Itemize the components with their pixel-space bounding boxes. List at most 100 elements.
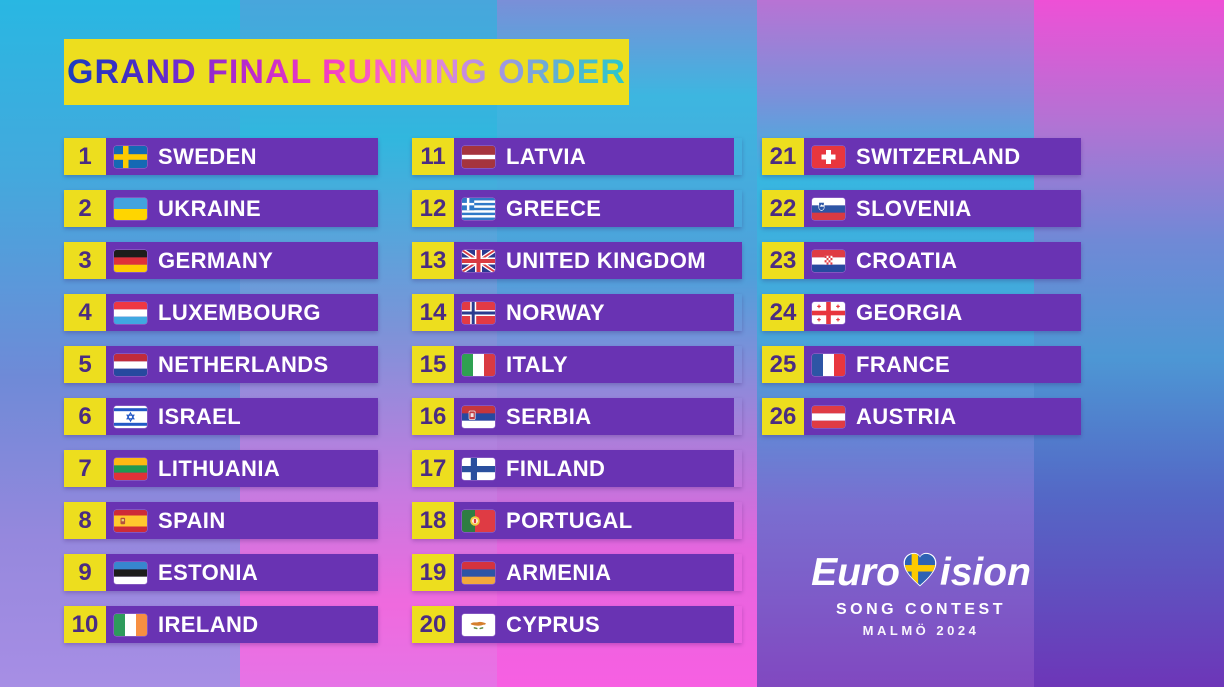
running-order-number: 9 (64, 554, 106, 591)
running-order-row: 24 GEORGIA (762, 294, 1081, 331)
flag-france-icon (812, 353, 845, 376)
running-order-row: 11 LATVIA (412, 138, 742, 175)
country-name: CYPRUS (506, 611, 601, 637)
running-order-number: 1 (64, 138, 106, 175)
swedish-flag-heart-icon (901, 551, 939, 596)
flag-switzerland-icon (812, 145, 845, 168)
running-order-number: 4 (64, 294, 106, 331)
country-bar: FINLAND (454, 450, 734, 487)
flag-italy-icon (462, 353, 495, 376)
running-order-number: 6 (64, 398, 106, 435)
running-order-number: 18 (412, 502, 454, 539)
country-name: ESTONIA (158, 559, 259, 585)
country-name: CROATIA (856, 247, 958, 273)
flag-cyprus-icon (462, 613, 495, 636)
flag-portugal-icon (462, 509, 495, 532)
flag-latvia-icon (462, 145, 495, 168)
country-bar: LATVIA (454, 138, 734, 175)
running-order-row: 26 AUSTRIA (762, 398, 1081, 435)
running-order-number: 22 (762, 190, 804, 227)
running-order-row: 22 SLOVENIA (762, 190, 1081, 227)
wordmark-right-text: ision (939, 551, 1031, 594)
bg-stripe-4 (757, 0, 1034, 687)
country-name: SWEDEN (158, 143, 257, 169)
running-order-column-2: 11 LATVIA 12 GREECE 13 UNITED KINGDOM 14… (412, 138, 742, 658)
running-order-row: 2 UKRAINE (64, 190, 378, 227)
country-bar: CROATIA (804, 242, 1081, 279)
country-name: NORWAY (506, 299, 605, 325)
country-name: SPAIN (158, 507, 226, 533)
country-bar: GEORGIA (804, 294, 1081, 331)
country-name: SERBIA (506, 403, 592, 429)
running-order-row: 19 ARMENIA (412, 554, 742, 591)
running-order-row: 6 ISRAEL (64, 398, 378, 435)
logo-song-contest-text: SONG CONTEST (835, 601, 1006, 618)
country-name: IRELAND (158, 611, 259, 637)
running-order-number: 25 (762, 346, 804, 383)
flag-ireland-icon (114, 613, 147, 636)
country-name: PORTUGAL (506, 507, 633, 533)
country-name: LATVIA (506, 143, 587, 169)
running-order-number: 7 (64, 450, 106, 487)
running-order-number: 11 (412, 138, 454, 175)
running-order-number: 8 (64, 502, 106, 539)
running-order-row: 3 GERMANY (64, 242, 378, 279)
country-name: FRANCE (856, 351, 951, 377)
running-order-number: 17 (412, 450, 454, 487)
country-bar: AUSTRIA (804, 398, 1081, 435)
flag-ukraine-icon (114, 197, 147, 220)
country-name: UNITED KINGDOM (506, 247, 706, 273)
running-order-row: 17 FINLAND (412, 450, 742, 487)
country-bar: LITHUANIA (106, 450, 378, 487)
flag-armenia-icon (462, 561, 495, 584)
flag-slovenia-icon (812, 197, 845, 220)
running-order-row: 25 FRANCE (762, 346, 1081, 383)
country-bar: SERBIA (454, 398, 734, 435)
flag-germany-icon (114, 249, 147, 272)
running-order-number: 13 (412, 242, 454, 279)
eurovision-logo: Euro ision SONG CONTEST MALMÖ 2024 (786, 550, 1056, 638)
country-name: LITHUANIA (158, 455, 281, 481)
flag-sweden-icon (114, 145, 147, 168)
running-order-row: 1 SWEDEN (64, 138, 378, 175)
country-bar: UKRAINE (106, 190, 378, 227)
country-bar: PORTUGAL (454, 502, 734, 539)
flag-united-kingdom-icon (462, 249, 495, 272)
running-order-number: 14 (412, 294, 454, 331)
country-bar: ITALY (454, 346, 734, 383)
running-order-row: 21 SWITZERLAND (762, 138, 1081, 175)
country-bar: SWEDEN (106, 138, 378, 175)
country-bar: GERMANY (106, 242, 378, 279)
country-name: UKRAINE (158, 195, 262, 221)
flag-norway-icon (462, 301, 495, 324)
flag-estonia-icon (114, 561, 147, 584)
flag-finland-icon (462, 457, 495, 480)
country-bar: SLOVENIA (804, 190, 1081, 227)
running-order-row: 23 CROATIA (762, 242, 1081, 279)
country-bar: GREECE (454, 190, 734, 227)
country-bar: ESTONIA (106, 554, 378, 591)
running-order-column-3: 21 SWITZERLAND 22 SLOVENIA 23 CROATIA 24… (762, 138, 1081, 450)
running-order-row: 4 LUXEMBOURG (64, 294, 378, 331)
logo-city-year-text: MALMÖ 2024 (862, 623, 980, 638)
running-order-number: 12 (412, 190, 454, 227)
running-order-row: 14 NORWAY (412, 294, 742, 331)
running-order-row: 20 CYPRUS (412, 606, 742, 643)
running-order-number: 10 (64, 606, 106, 643)
country-name: ARMENIA (506, 559, 612, 585)
running-order-row: 9 ESTONIA (64, 554, 378, 591)
running-order-number: 3 (64, 242, 106, 279)
page-title: GRAND FINAL RUNNING ORDER (67, 52, 626, 91)
country-bar: NORWAY (454, 294, 734, 331)
running-order-row: 5 NETHERLANDS (64, 346, 378, 383)
country-bar: SPAIN (106, 502, 378, 539)
country-name: FINLAND (506, 455, 606, 481)
country-bar: FRANCE (804, 346, 1081, 383)
running-order-row: 18 PORTUGAL (412, 502, 742, 539)
country-bar: ARMENIA (454, 554, 734, 591)
running-order-number: 19 (412, 554, 454, 591)
wordmark-left-text: Euro (811, 551, 900, 594)
bg-stripe-5 (1034, 0, 1224, 687)
